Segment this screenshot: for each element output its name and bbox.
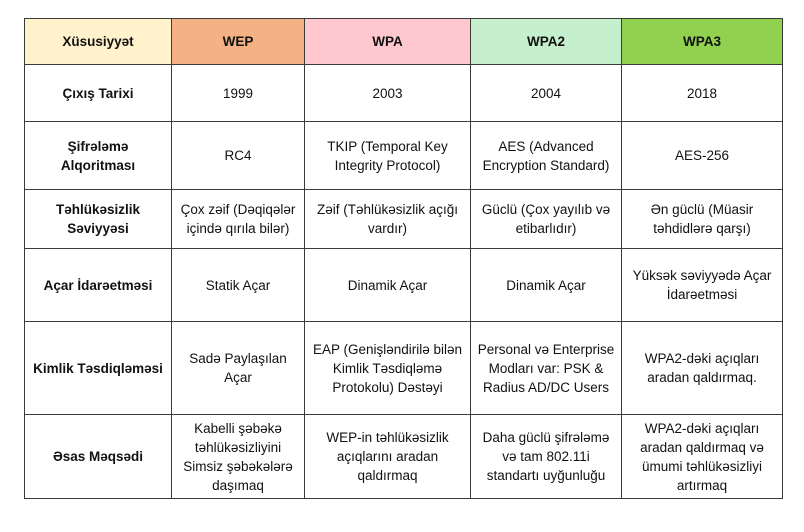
cell-wpa: TKIP (Temporal Key Integrity Protocol) <box>304 121 471 190</box>
table-row: Əsas Məqsədi Kabelli şəbəkə təhlükəsizli… <box>24 414 783 499</box>
header-wep: WEP <box>171 18 305 65</box>
cell-wep: Statik Açar <box>171 248 305 322</box>
header-wpa2: WPA2 <box>470 18 622 65</box>
cell-wpa: WEP-in təhlükəsizlik açıqlarını aradan q… <box>304 414 471 499</box>
cell-wep: Sadə Paylaşılan Açar <box>171 321 305 415</box>
cell-wep: Kabelli şəbəkə təhlükəsizliyini Simsiz ş… <box>171 414 305 499</box>
cell-wpa3: AES-256 <box>621 121 783 190</box>
cell-wpa3: WPA2-dəki açıqları aradan qaldırmaq və ü… <box>621 414 783 499</box>
cell-wpa2: 2004 <box>470 64 622 122</box>
table-row: Şifrələmə Alqoritması RC4 TKIP (Temporal… <box>24 121 783 190</box>
cell-wpa: 2003 <box>304 64 471 122</box>
cell-wpa3: 2018 <box>621 64 783 122</box>
cell-wpa2: Güclü (Çox yayılıb və etibarlıdır) <box>470 189 622 249</box>
table-row: Açar İdarəetməsi Statik Açar Dinamik Aça… <box>24 248 783 322</box>
row-label-release-date: Çıxış Tarixi <box>24 64 172 122</box>
cell-wpa2: Personal və Enterprise Modları var: PSK … <box>470 321 622 415</box>
cell-wep: 1999 <box>171 64 305 122</box>
row-label-authentication: Kimlik Təsdiqləməsi <box>24 321 172 415</box>
wifi-security-comparison-table: Xüsusiyyət WEP WPA WPA2 WPA3 Çıxış Tarix… <box>24 18 783 499</box>
cell-wpa: Dinamik Açar <box>304 248 471 322</box>
cell-wpa: EAP (Genişləndirilə bilən Kimlik Təsdiql… <box>304 321 471 415</box>
row-label-key-management: Açar İdarəetməsi <box>24 248 172 322</box>
cell-wpa: Zəif (Təhlükəsizlik açığı vardır) <box>304 189 471 249</box>
cell-wpa2: AES (Advanced Encryption Standard) <box>470 121 622 190</box>
cell-wep: RC4 <box>171 121 305 190</box>
cell-wpa2: Dinamik Açar <box>470 248 622 322</box>
table-row: Çıxış Tarixi 1999 2003 2004 2018 <box>24 64 783 122</box>
row-label-main-purpose: Əsas Məqsədi <box>24 414 172 499</box>
cell-wep: Çox zəif (Dəqiqələr içində qırıla bilər) <box>171 189 305 249</box>
cell-wpa3: WPA2-dəki açıqları aradan qaldırmaq. <box>621 321 783 415</box>
cell-wpa3: Yüksək səviyyədə Açar İdarəetməsi <box>621 248 783 322</box>
cell-wpa3: Ən güclü (Müasir təhdidlərə qarşı) <box>621 189 783 249</box>
cell-wpa2: Daha güclü şifrələmə və tam 802.11i stan… <box>470 414 622 499</box>
header-wpa3: WPA3 <box>621 18 783 65</box>
comparison-table-container: Xüsusiyyət WEP WPA WPA2 WPA3 Çıxış Tarix… <box>24 18 783 499</box>
header-wpa: WPA <box>304 18 471 65</box>
header-row: Xüsusiyyət WEP WPA WPA2 WPA3 <box>24 18 783 65</box>
header-feature: Xüsusiyyət <box>24 18 172 65</box>
row-label-security-level: Təhlükəsizlik Səviyyəsi <box>24 189 172 249</box>
table-row: Təhlükəsizlik Səviyyəsi Çox zəif (Dəqiqə… <box>24 189 783 249</box>
row-label-encryption-algorithm: Şifrələmə Alqoritması <box>24 121 172 190</box>
table-row: Kimlik Təsdiqləməsi Sadə Paylaşılan Açar… <box>24 321 783 415</box>
